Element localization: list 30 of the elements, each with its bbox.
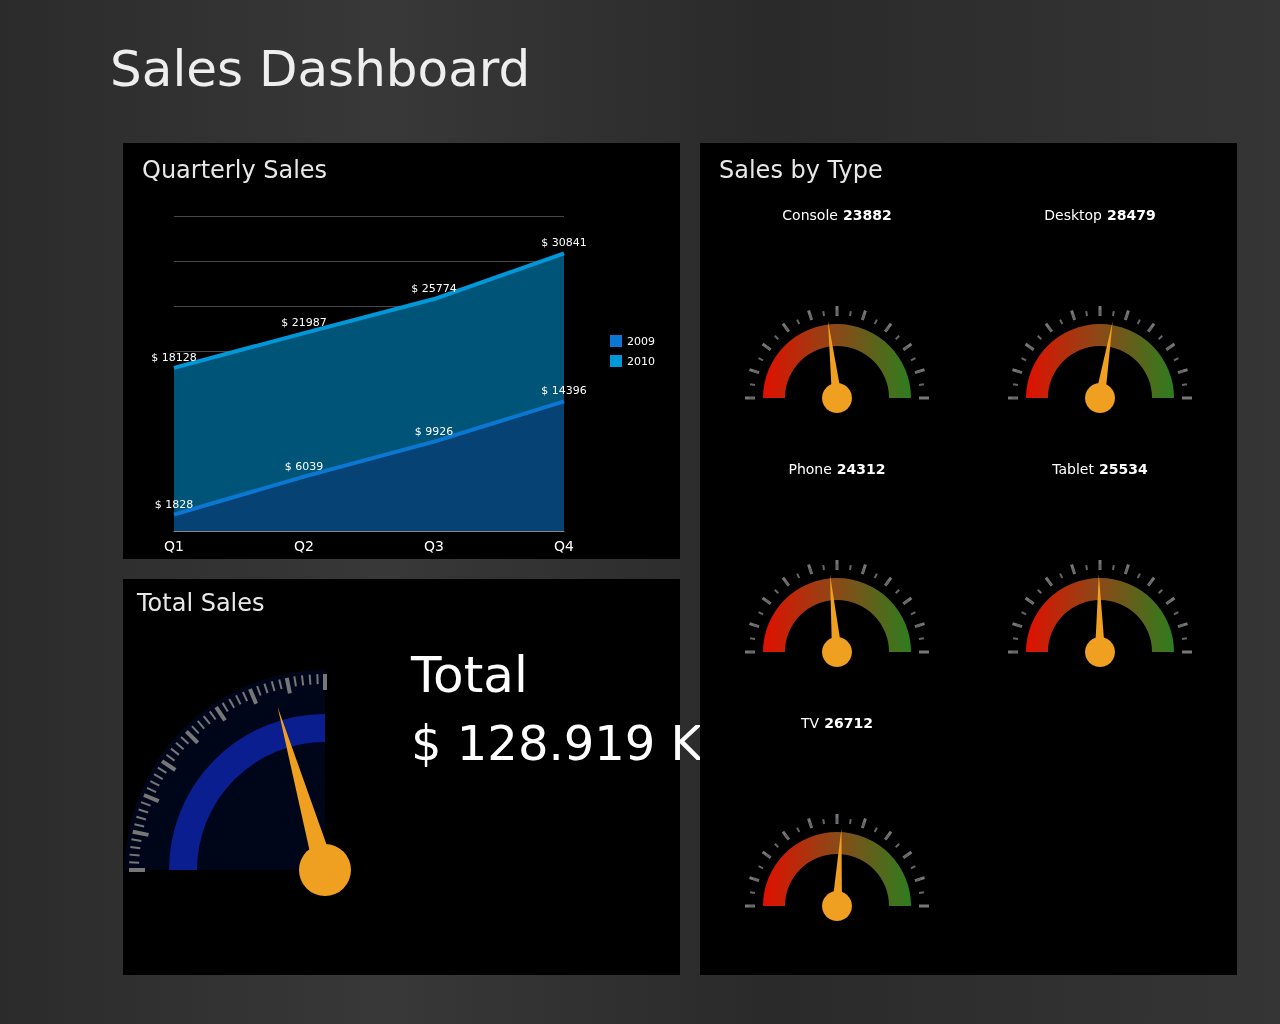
category-label: Desktop xyxy=(1044,207,1103,223)
data-label: $ 18128 xyxy=(151,350,197,364)
text: Total Sales xyxy=(137,589,265,617)
category-label: Console xyxy=(782,207,838,223)
data-label: $ 1828 xyxy=(154,497,194,511)
data-label: 25534 xyxy=(1098,461,1148,477)
x-tick-label: Q1 xyxy=(164,538,184,554)
x-tick-label: Q4 xyxy=(554,538,575,554)
data-label: 24312 xyxy=(836,461,886,477)
data-label: $ 6039 xyxy=(284,459,324,473)
x-tick-label: Q2 xyxy=(294,538,314,554)
text: Sales by Type xyxy=(719,156,883,184)
data-label: 28479 xyxy=(1107,207,1156,223)
text: Total xyxy=(411,645,529,706)
category-label: Tablet xyxy=(1052,461,1094,477)
data-label: $ 30841 xyxy=(541,236,587,250)
category-label: TV xyxy=(801,715,820,731)
chart-title: Quarterly Sales xyxy=(142,156,328,184)
x-tick-label: Q3 xyxy=(424,538,444,554)
data-label: 23882 xyxy=(842,207,892,223)
data-label: $ 9926 xyxy=(414,424,454,438)
data-label: $ 14396 xyxy=(541,384,587,398)
category-label: Phone xyxy=(788,461,832,477)
data-label: 26712 xyxy=(824,715,873,731)
data-label: $ 21987 xyxy=(281,316,327,330)
text: Sales Dashboard xyxy=(110,40,532,98)
data-label: $ 25774 xyxy=(411,282,457,296)
legend-label: 2010 xyxy=(627,354,656,368)
text: $ 128.919 K xyxy=(411,714,703,773)
legend-label: 2009 xyxy=(627,334,656,348)
